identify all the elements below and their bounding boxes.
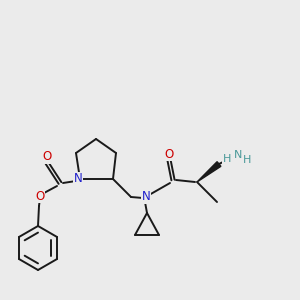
Text: O: O <box>42 151 52 164</box>
Text: H: H <box>223 154 231 164</box>
Text: N: N <box>142 190 150 203</box>
Polygon shape <box>197 162 221 182</box>
Text: O: O <box>164 148 174 160</box>
Text: N: N <box>74 172 82 185</box>
Text: N: N <box>234 150 242 160</box>
Text: O: O <box>35 190 45 202</box>
Text: H: H <box>243 155 251 165</box>
